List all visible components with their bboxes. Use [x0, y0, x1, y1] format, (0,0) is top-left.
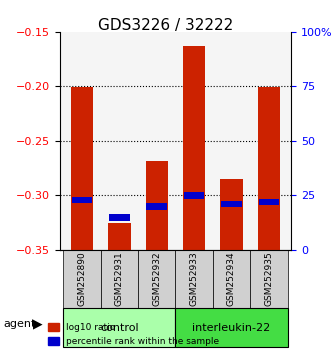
Bar [221, 201, 242, 207]
Bar [72, 196, 92, 203]
Text: GSM252890: GSM252890 [77, 252, 86, 307]
Bar [108, 223, 131, 250]
FancyBboxPatch shape [175, 308, 288, 347]
FancyBboxPatch shape [138, 250, 175, 308]
Bar [71, 87, 93, 250]
Bar [146, 161, 168, 250]
Legend: log10 ratio, percentile rank within the sample: log10 ratio, percentile rank within the … [44, 320, 223, 349]
Bar [184, 192, 205, 199]
FancyBboxPatch shape [63, 250, 101, 308]
FancyBboxPatch shape [63, 308, 175, 347]
Text: ▶: ▶ [33, 318, 43, 330]
Bar [220, 179, 243, 250]
Text: GSM252932: GSM252932 [152, 252, 161, 306]
Text: GDS3226 / 32222: GDS3226 / 32222 [98, 18, 233, 33]
Bar [146, 203, 167, 210]
FancyBboxPatch shape [250, 250, 288, 308]
FancyBboxPatch shape [213, 250, 250, 308]
Bar [258, 87, 280, 250]
Bar [183, 46, 205, 250]
Text: GSM252934: GSM252934 [227, 252, 236, 306]
Text: control: control [100, 322, 139, 332]
Bar [109, 214, 130, 221]
Text: GSM252931: GSM252931 [115, 252, 124, 307]
Text: agent: agent [3, 319, 36, 329]
FancyBboxPatch shape [175, 250, 213, 308]
Text: GSM252935: GSM252935 [264, 252, 273, 307]
Text: interleukin-22: interleukin-22 [192, 322, 271, 332]
FancyBboxPatch shape [101, 250, 138, 308]
Bar [259, 199, 279, 205]
Text: GSM252933: GSM252933 [190, 252, 199, 307]
